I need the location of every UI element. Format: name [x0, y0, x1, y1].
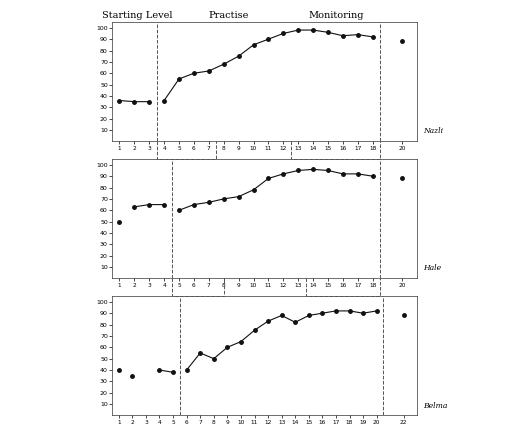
Text: Belma: Belma: [423, 401, 448, 409]
Text: Hale: Hale: [423, 264, 442, 272]
Text: Practise: Practise: [209, 11, 249, 20]
Text: Monitoring: Monitoring: [308, 11, 364, 20]
Text: Nazli: Nazli: [423, 127, 444, 135]
Text: Starting Level: Starting Level: [102, 11, 173, 20]
